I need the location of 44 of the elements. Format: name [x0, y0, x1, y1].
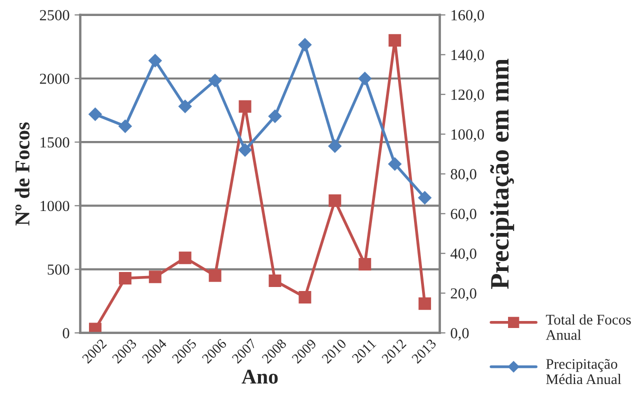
point — [148, 270, 162, 284]
y2-tick-label: 160,0 — [452, 10, 484, 23]
point — [88, 107, 102, 122]
x-tick-label: 2011 — [351, 338, 376, 364]
point — [268, 274, 282, 287]
y-tick-label: 1000 — [40, 200, 70, 212]
point — [118, 119, 132, 134]
point — [298, 38, 312, 52]
point — [148, 54, 162, 68]
point — [388, 157, 402, 171]
legend-label: Total de Focos Anual — [546, 314, 631, 340]
y-tick-label: 0 — [62, 328, 70, 338]
legend-label: Precipitação Média Anual — [546, 358, 622, 384]
y2-tick-label: 120,0 — [452, 90, 484, 102]
y2-tick-label: 0,0 — [450, 328, 469, 341]
point — [328, 139, 342, 153]
point — [118, 272, 132, 284]
y2-tick-label: 140,0 — [452, 50, 484, 62]
point — [358, 72, 372, 86]
point — [208, 74, 222, 88]
point — [418, 190, 432, 205]
y2-tick-label: 40,0 — [450, 248, 476, 262]
x-axis-title: Ano — [242, 370, 278, 384]
y-tick-label: 2000 — [40, 74, 70, 84]
point — [208, 269, 222, 282]
y2-tick-label: 60,0 — [450, 208, 476, 222]
y-tick-label: 2500 — [40, 10, 70, 20]
point — [358, 258, 372, 270]
y-tick-label: 1500 — [40, 137, 70, 148]
y2-tick-label: 20,0 — [450, 288, 476, 301]
point — [238, 143, 252, 157]
point — [238, 100, 252, 113]
point — [178, 99, 192, 114]
y2-tick-label: 80,0 — [450, 169, 476, 182]
point — [388, 34, 402, 47]
y-tick-label: 500 — [48, 264, 70, 275]
point — [418, 297, 432, 310]
point — [328, 194, 342, 207]
y2-tick-label: 100,0 — [452, 129, 484, 142]
point — [178, 252, 192, 264]
point — [298, 291, 312, 304]
point — [268, 109, 282, 124]
y-axis-title: Nº de Focos — [14, 122, 30, 226]
y2-axis-title: Precipitação em mm — [490, 58, 514, 289]
